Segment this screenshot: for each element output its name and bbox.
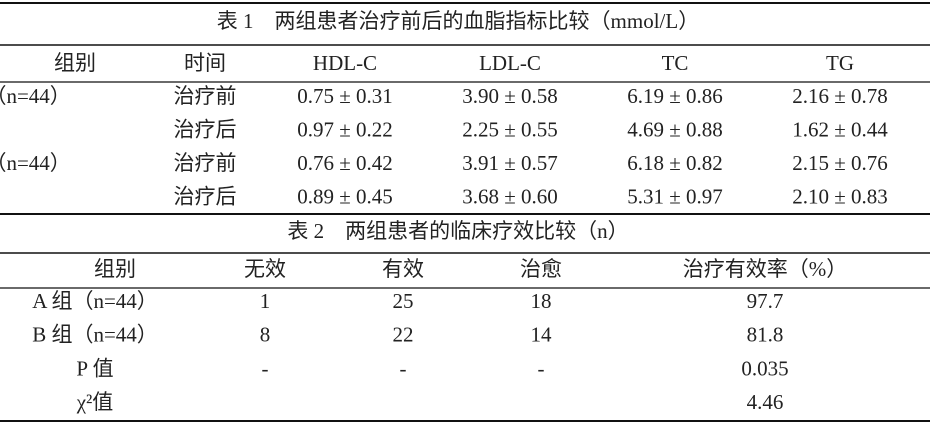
cell: 0.97 ± 0.22	[297, 117, 393, 141]
cell: 6.18 ± 0.82	[627, 151, 723, 175]
cell: 3.90 ± 0.58	[462, 84, 558, 108]
cell: 2.25 ± 0.55	[462, 117, 558, 141]
cell: 0.75 ± 0.31	[297, 84, 393, 108]
cell: 2.16 ± 0.78	[792, 84, 888, 108]
cell: 97.7	[747, 289, 784, 313]
cell: 3.68 ± 0.60	[462, 184, 558, 208]
column-header: TC	[662, 51, 689, 75]
cell: 8	[260, 323, 271, 347]
cell: 18	[531, 289, 552, 313]
cell: 3.91 ± 0.57	[462, 151, 558, 175]
cell: 0.76 ± 0.42	[297, 151, 393, 175]
cell: -	[262, 356, 269, 380]
row-label: χ²值	[76, 390, 114, 414]
column-header: HDL-C	[313, 51, 377, 75]
row-label: A 组（n=44）	[0, 84, 71, 108]
column-header: 有效	[382, 257, 424, 281]
cell: 2.15 ± 0.76	[792, 151, 888, 175]
column-header: LDL-C	[479, 51, 541, 75]
cell: 1.62 ± 0.44	[792, 117, 888, 141]
cell: 81.8	[747, 323, 784, 347]
row-label: P 值	[76, 356, 113, 380]
column-header: TG	[826, 51, 854, 75]
cell: -	[400, 356, 407, 380]
column-header: 无效	[244, 257, 286, 281]
cell: 2.10 ± 0.83	[792, 184, 888, 208]
cell: 治疗前	[174, 84, 237, 108]
cell: 治疗后	[174, 117, 237, 141]
table-title: 表 2 两组患者的临床疗效比较（n）	[287, 219, 628, 243]
table-title: 表 1 两组患者治疗前后的血脂指标比较（mmol/L）	[217, 9, 699, 33]
cell: 治疗前	[174, 151, 237, 175]
cell: 25	[393, 289, 414, 313]
column-header: 治疗有效率（%）	[683, 257, 848, 281]
cell: 5.31 ± 0.97	[627, 184, 723, 208]
cell: 0.035	[741, 356, 788, 380]
column-header: 组别	[54, 51, 96, 75]
cell: 0.89 ± 0.45	[297, 184, 393, 208]
column-header: 治愈	[520, 257, 562, 281]
cell: 治疗后	[174, 184, 237, 208]
cell: 4.46	[747, 390, 784, 414]
column-header: 时间	[184, 51, 226, 75]
cell: 1	[260, 289, 271, 313]
cell: 6.19 ± 0.86	[627, 84, 723, 108]
cell: 14	[531, 323, 553, 347]
row-label: A 组（n=44）	[32, 289, 158, 313]
cell: 4.69 ± 0.88	[627, 117, 723, 141]
cell: 22	[393, 323, 414, 347]
row-label: B 组（n=44）	[32, 323, 158, 347]
row-label: B 组（n=44）	[0, 151, 71, 175]
cell: -	[538, 356, 545, 380]
column-header: 组别	[94, 257, 136, 281]
